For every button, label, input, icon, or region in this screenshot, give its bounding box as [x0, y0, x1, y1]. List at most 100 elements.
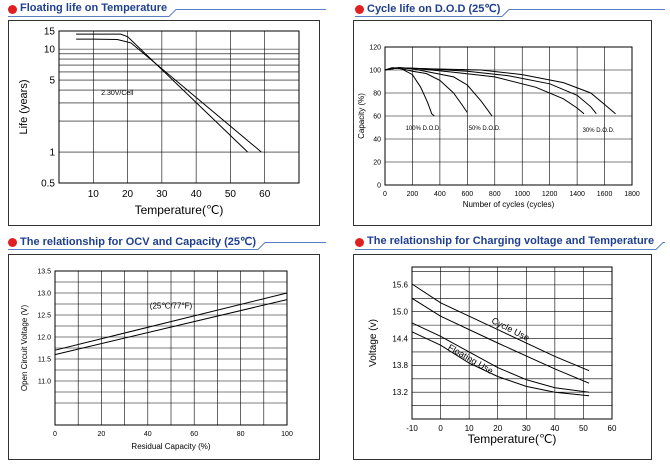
cycle-header: Cycle life on D.O.D (25℃): [355, 2, 665, 18]
series-line: [384, 67, 435, 117]
x-tick-label: 1600: [597, 191, 613, 198]
y-tick-label: 15.6: [392, 281, 408, 290]
y-tick-label: 13.2: [392, 388, 408, 397]
x-tick-label: 40: [191, 189, 203, 200]
y-tick-label: 0: [377, 182, 381, 189]
header-underline: [355, 242, 665, 250]
bullet-icon: [8, 5, 17, 14]
x-tick-label: 10: [465, 424, 474, 433]
x-tick-label: 60: [190, 431, 198, 438]
y-tick-label: 12.0: [37, 334, 51, 341]
x-tick-label: 800: [489, 191, 501, 198]
chart-svg: -10 0 10 20 30 40 50 60 15.6 15.0 14.4 13.8 13.2 Temp…: [368, 266, 617, 446]
charging-voltage-chart: -10 0 10 20 30 40 50 60 15.6 15.0 14.4 13.8 13.2 Temp…: [353, 254, 652, 460]
x-tick-label: 30: [522, 424, 531, 433]
annotation: 2.30V/Cell: [101, 90, 134, 97]
x-tick-label: 0: [383, 191, 387, 198]
x-tick-label: 40: [144, 431, 152, 438]
cycle-title: Cycle life on D.O.D (25℃): [367, 3, 501, 15]
y-axis-label: Life (years): [18, 79, 30, 134]
y-tick-label: 11.5: [38, 356, 51, 363]
chart-svg: 0 200 400 600 800 1000 1200 1400 1600 1800 0 20 40 60…: [357, 44, 640, 209]
chart-svg: 10 20 30 40 50 60 15 10 5 1 0.5 Temperature(℃) Life …: [18, 27, 300, 217]
y-tick-label: 40: [373, 136, 381, 143]
ocv-title: The relationship for OCV and Capacity (2…: [20, 236, 257, 248]
y-tick-label: 1: [49, 148, 55, 159]
series-line: [384, 67, 468, 113]
x-axis-label: Temperature(℃): [468, 432, 557, 446]
x-axis-label: Temperature(℃): [135, 203, 224, 217]
series-line: [384, 67, 597, 115]
x-tick-label: 1200: [542, 191, 558, 198]
x-tick-label: 50: [225, 189, 237, 200]
series-line: [411, 283, 590, 372]
y-tick-label: 13.0: [37, 290, 51, 297]
series-line: [54, 299, 288, 356]
annotation: 100% D.O.D.: [406, 126, 442, 132]
x-tick-label: 1400: [569, 191, 585, 198]
y-tick-label: 15: [44, 27, 56, 38]
y-axis-label: Open Circuit Voltage (V): [20, 305, 29, 392]
x-tick-label: 1800: [624, 191, 640, 198]
bullet-icon: [355, 238, 364, 247]
chart-svg: 0 20 40 60 80 100 11.0 11.5 12.0 12.5 13.0 13.5 Resi…: [20, 268, 293, 451]
y-axis-label: Voltage (v): [368, 319, 379, 367]
series-line: [384, 67, 585, 115]
y-tick-label: 11.0: [38, 378, 51, 385]
x-tick-label: 600: [461, 191, 473, 198]
grid: [385, 47, 632, 185]
annotation: 30% D.O.D.: [583, 128, 615, 134]
x-tick-label: 200: [407, 191, 419, 198]
plot-area: [54, 270, 288, 426]
series-line: [54, 292, 288, 351]
grid: [55, 271, 287, 425]
grid: [412, 267, 612, 419]
y-tick-label: 15.0: [392, 308, 408, 317]
y-tick-label: 20: [373, 159, 381, 166]
series-line: [384, 67, 616, 115]
bullet-icon: [355, 5, 364, 14]
x-tick-label: 0: [438, 424, 443, 433]
x-tick-label: 100: [281, 431, 293, 438]
x-tick-label: 60: [608, 424, 617, 433]
header-underline: [355, 9, 665, 17]
y-tick-label: 80: [373, 90, 381, 97]
annotation: (25℃/77°F): [150, 301, 193, 310]
annotation: 50% D.O.D.: [469, 126, 501, 132]
y-tick-label: 120: [369, 44, 381, 51]
x-tick-label: 0: [53, 431, 57, 438]
series-line: [76, 38, 262, 153]
header-underline: [8, 242, 326, 250]
floating-header: Floating life on Temperature: [8, 2, 326, 18]
series-line: [76, 33, 248, 153]
x-axis-label: Residual Capacity (%): [131, 442, 210, 451]
x-tick-label: 20: [122, 189, 134, 200]
y-tick-label: 14.4: [392, 334, 408, 343]
grid: [59, 30, 299, 183]
cycle-life-chart: 0 200 400 600 800 1000 1200 1400 1600 1800 0 20 40 60…: [353, 20, 652, 226]
floating-title: Floating life on Temperature: [20, 2, 168, 14]
y-tick-label: 0.5: [41, 179, 55, 190]
plot-area: [384, 46, 633, 186]
charging-header: The relationship for Charging voltage an…: [355, 235, 665, 251]
x-tick-label: 20: [493, 424, 502, 433]
series-line: [411, 331, 590, 397]
x-tick-label: 400: [434, 191, 446, 198]
x-tick-label: 10: [88, 189, 100, 200]
x-tick-label: -10: [406, 424, 418, 433]
y-tick-label: 10: [44, 45, 56, 56]
y-tick-label: 60: [373, 113, 381, 120]
y-tick-label: 13.8: [392, 361, 408, 370]
y-tick-label: 100: [369, 67, 381, 74]
x-tick-label: 60: [259, 189, 271, 200]
bullet-icon: [8, 238, 17, 247]
x-tick-label: 30: [156, 189, 168, 200]
ocv-header: The relationship for OCV and Capacity (2…: [8, 235, 326, 251]
series-line: [411, 297, 590, 384]
annotation: Floating Use: [446, 342, 495, 376]
y-tick-label: 12.5: [37, 312, 51, 319]
series-line: [411, 322, 590, 393]
x-tick-label: 1000: [514, 191, 530, 198]
y-axis-label: Capacity (%): [357, 93, 366, 139]
floating-life-chart: 10 20 30 40 50 60 15 10 5 1 0.5 Temperature(℃) Life …: [8, 20, 320, 226]
